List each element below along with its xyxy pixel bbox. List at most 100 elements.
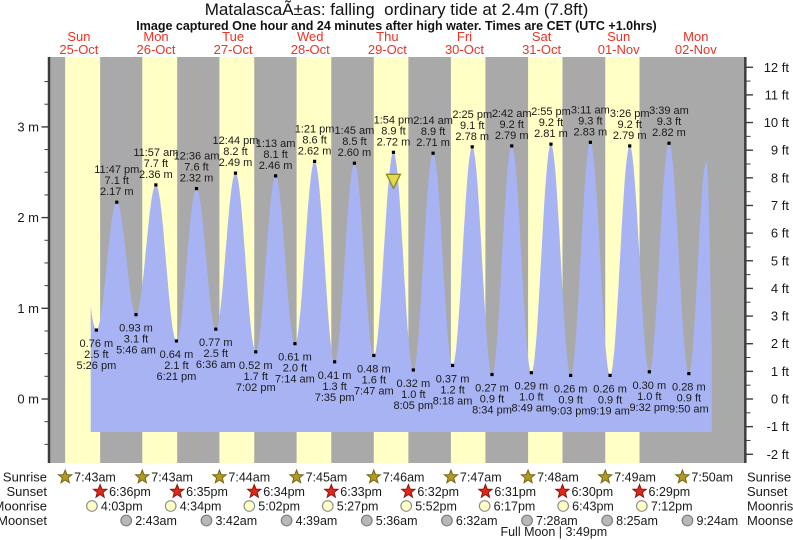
sunrise-time: 7:46am [383, 471, 425, 485]
right-axis-label: 10 ft [764, 115, 790, 130]
day-name-label: Mon [683, 29, 708, 44]
moonrise-time: 5:02pm [258, 500, 300, 514]
low-tide-label: 9:50 am [669, 404, 709, 416]
high-tide-label: 2:25 pm [452, 109, 492, 121]
high-tide-label: 9.1 ft [460, 120, 484, 132]
moonrise-icon [86, 500, 98, 512]
tide-event-dot [391, 150, 396, 154]
sunset-icon [631, 483, 648, 499]
sunset-time: 6:30pm [571, 485, 613, 499]
tide-event-dot [115, 200, 119, 204]
sunrise-icon [520, 468, 537, 484]
low-tide-label: 0.29 m [515, 381, 549, 393]
low-tide-label: 1.0 ft [401, 389, 425, 401]
tide-event-dot [293, 342, 297, 346]
tide-event-dot [667, 141, 671, 145]
sunset-row-label: Sunset [7, 484, 48, 499]
sunrise-icon [597, 468, 614, 484]
low-tide-label: 5:26 pm [76, 360, 116, 372]
low-tide-label: 0.30 m [633, 380, 667, 392]
high-tide-label: 7.6 ft [184, 162, 208, 174]
sunset-time: 6:34pm [263, 485, 305, 499]
high-tide-label: 2.71 m [416, 137, 450, 149]
high-tide-label: 11:47 pm [94, 164, 139, 176]
moonrise-icon [478, 500, 491, 512]
moonrise-icon [164, 500, 177, 512]
high-tide-label: 2:14 am [413, 115, 453, 127]
moonset-time: 5:36am [376, 514, 418, 528]
tide-event-dot [174, 339, 179, 343]
right-axis-label: -1 ft [767, 419, 790, 434]
high-tide-label: 2.79 m [495, 130, 529, 142]
moonrise-time: 6:17pm [494, 500, 536, 514]
left-axis-label: 3 m [17, 119, 39, 134]
low-tide-label: 2.5 ft [204, 348, 228, 360]
high-tide-label: 9.2 ft [499, 119, 523, 131]
chart-title: MatalascaÃ±as: falling ordinary tide at … [204, 0, 589, 19]
low-tide-label: 0.52 m [239, 360, 273, 372]
low-tide-label: 0.64 m [160, 349, 194, 361]
moonset-time: 2:43am [135, 514, 177, 528]
low-tide-label: 7:47 am [354, 385, 394, 397]
high-tide-label: 2.32 m [180, 173, 214, 185]
tide-event-dot [233, 171, 238, 175]
high-tide-label: 2.72 m [377, 136, 411, 148]
high-tide-label: 2.17 m [100, 186, 134, 198]
moonrise-time: 7:12pm [651, 500, 693, 514]
tide-event-dot [470, 145, 474, 149]
day-date-label: 31-Oct [522, 42, 561, 57]
sunset-time: 6:32pm [417, 485, 459, 499]
tide-event-dot [431, 151, 435, 155]
high-tide-label: 8.9 ft [381, 125, 405, 137]
high-tide-label: 1:45 am [335, 125, 375, 137]
left-axis-label: 1 m [17, 301, 39, 316]
tide-event-dot [411, 368, 415, 372]
tide-event-dot [549, 142, 553, 146]
moonset-icon [280, 514, 293, 527]
day-date-label: 30-Oct [445, 42, 484, 57]
moonrise-icon [321, 500, 334, 512]
right-axis-label: 2 ft [771, 336, 789, 351]
day-date-label: 25-Oct [59, 42, 98, 57]
low-tide-label: 1.2 ft [440, 384, 464, 396]
high-tide-label: 1:21 pm [295, 123, 335, 135]
low-tide-label: 0.41 m [318, 370, 352, 382]
low-tide-label: 8:18 am [433, 395, 473, 407]
sunrise-time: 7:43am [151, 471, 193, 485]
moonrise-icon [243, 500, 256, 512]
chart-subtitle: Image captured One hour and 24 minutes a… [136, 19, 657, 33]
sunset-row-label-right: Sunset [747, 484, 788, 499]
high-tide-label: 2.36 m [139, 169, 173, 181]
high-tide-label: 1:54 pm [374, 114, 414, 126]
sunrise-icon [442, 468, 459, 484]
right-axis-label: 3 ft [771, 309, 789, 324]
low-tide-label: 0.9 ft [598, 394, 622, 406]
sunset-time: 6:36pm [109, 485, 151, 499]
low-tide-label: 7:02 pm [236, 382, 276, 394]
day-name-label: Thu [376, 29, 398, 44]
sunset-icon [400, 483, 417, 499]
high-tide-label: 9.2 ft [617, 119, 641, 131]
tide-event-dot [490, 372, 494, 377]
high-tide-label: 3:11 am [571, 104, 610, 116]
tide-event-dot [214, 327, 218, 331]
tide-event-dot [312, 159, 317, 163]
high-tide-label: 8.6 ft [302, 134, 326, 146]
sunrise-time: 7:48am [537, 471, 579, 485]
high-tide-label: 2.78 m [455, 131, 489, 143]
right-axis-label: -2 ft [767, 447, 790, 462]
low-tide-label: 3.1 ft [124, 334, 148, 346]
day-name-label: Sun [607, 29, 630, 44]
tide-event-dot [450, 363, 455, 368]
moonrise-time: 4:03pm [101, 500, 143, 514]
moonrise-row-label-right: Moonrise [747, 499, 793, 514]
moonset-time: 8:25am [616, 514, 658, 528]
low-tide-label: 9:19 am [590, 405, 630, 417]
sunrise-time: 7:49am [614, 471, 656, 485]
moonrise-icon [557, 500, 570, 512]
right-axis-label: 1 ft [771, 364, 789, 379]
sunset-time: 6:33pm [340, 485, 382, 499]
day-name-label: Tue [222, 29, 244, 44]
low-tide-label: 1.6 ft [362, 374, 386, 386]
moonset-row-label-right: Moonset [747, 513, 793, 528]
